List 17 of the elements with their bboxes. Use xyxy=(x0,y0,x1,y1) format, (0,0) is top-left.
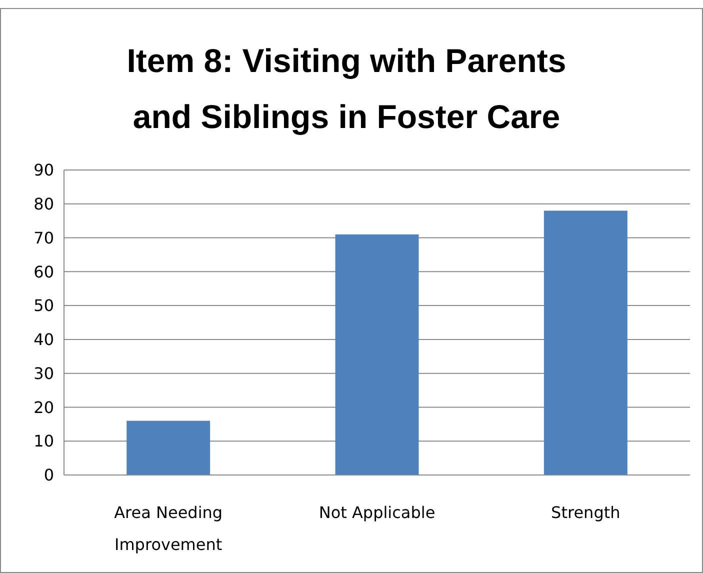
bar xyxy=(335,234,419,475)
x-tick-label: Area Needing Improvement xyxy=(114,503,223,554)
y-tick-label: 90 xyxy=(34,160,54,180)
y-tick-label: 40 xyxy=(34,330,54,350)
y-tick-label: 70 xyxy=(34,228,54,248)
y-tick-label: 60 xyxy=(34,262,54,282)
y-tick-label: 80 xyxy=(34,194,54,214)
bar xyxy=(126,420,210,475)
y-tick-label: 10 xyxy=(34,432,54,451)
chart-title: Item 8: Visiting with Parents and Siblings in Foster Care xyxy=(126,42,566,135)
bar xyxy=(544,210,628,475)
y-tick-label: 0 xyxy=(44,466,54,485)
y-tick-label: 50 xyxy=(34,296,54,316)
y-tick-label: 20 xyxy=(34,398,54,417)
y-tick-label: 30 xyxy=(34,364,54,383)
x-tick-label: Not Applicable xyxy=(318,503,436,522)
x-tick-label: Strength xyxy=(551,503,620,522)
